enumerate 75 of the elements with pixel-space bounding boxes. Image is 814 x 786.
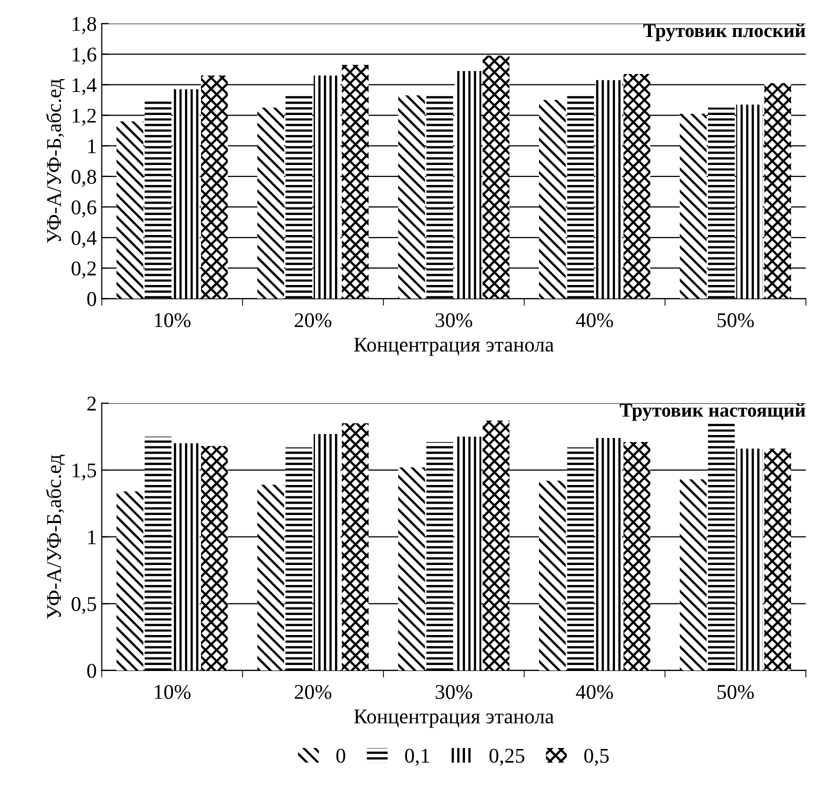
y-tick-label: 0,6: [72, 200, 96, 218]
legend-label: 0: [336, 748, 346, 763]
bar: [201, 446, 228, 670]
bar: [172, 89, 200, 299]
bar: [426, 95, 454, 299]
x-tick-label: 20%: [294, 313, 332, 328]
bar: [482, 56, 510, 299]
x-tick-label: 50%: [718, 684, 754, 700]
bar: [454, 436, 482, 670]
bar: [398, 467, 425, 670]
y-tick-label: 0: [87, 664, 96, 678]
bar: [567, 95, 594, 299]
bar: [286, 95, 312, 299]
bar: [482, 420, 510, 670]
bar: [764, 448, 792, 670]
y-axis-title: УФ-А/УФ-Б,абс.ед: [46, 454, 65, 619]
x-tick-label: 40%: [576, 313, 614, 328]
bar: [539, 480, 566, 670]
x-tick-label: 50%: [718, 313, 754, 328]
y-tick-label: 0,5: [72, 597, 96, 614]
bar: [623, 442, 650, 670]
y-tick-label: 0,4: [72, 230, 97, 248]
y-tick-label: 1: [88, 139, 96, 154]
bar: [314, 76, 340, 299]
bar: [342, 423, 369, 670]
x-tick-label: 20%: [294, 684, 332, 700]
bar: [144, 102, 172, 299]
y-tick-label: 1,6: [72, 48, 96, 65]
x-tick-label: 30%: [436, 684, 472, 700]
y-tick-label: 1,8: [72, 16, 96, 34]
bar: [342, 64, 369, 299]
bar: [736, 448, 763, 670]
y-axis-title: УФ-А/УФ-Б,абс.ед: [46, 79, 65, 244]
bar: [144, 436, 172, 670]
y-tick-label: 1,5: [72, 464, 96, 480]
x-axis-title: Концентрация этанола: [354, 338, 554, 356]
bar: [764, 83, 792, 299]
bar: [257, 484, 284, 670]
bar: [539, 100, 566, 299]
y-tick-label: 2: [87, 396, 96, 410]
bar: [680, 114, 707, 299]
legend-label: 0,5: [584, 748, 609, 766]
bar: [172, 443, 200, 670]
bar: [567, 447, 594, 670]
bar: [623, 74, 650, 299]
bar: [314, 434, 340, 670]
y-tick-label: 0,2: [72, 261, 96, 279]
y-tick-label: 0,8: [72, 170, 96, 187]
y-tick-label: 0: [87, 292, 96, 306]
bar: [708, 108, 735, 299]
legend-label: 0,1: [405, 748, 430, 766]
bar: [116, 491, 144, 670]
bar: [736, 104, 763, 299]
x-tick-label: 30%: [436, 313, 472, 328]
bar: [680, 479, 707, 670]
bar: [595, 438, 622, 670]
chart-title: Трутовик настоящий: [620, 403, 806, 421]
bar: [708, 423, 735, 670]
x-tick-label: 40%: [576, 684, 614, 700]
chart-title: Трутовик плоский: [643, 24, 806, 42]
bar: [257, 108, 284, 299]
bar: [454, 70, 482, 299]
bar: [201, 76, 228, 299]
bar: [286, 447, 312, 670]
bar: [398, 95, 425, 299]
bar: [595, 80, 622, 299]
x-tick-label: 10%: [154, 313, 191, 328]
x-axis-title: Концентрация этанола: [354, 710, 554, 728]
y-tick-label: 1,4: [72, 78, 97, 96]
y-tick-label: 1: [88, 530, 96, 544]
x-tick-label: 10%: [154, 684, 191, 700]
y-tick-label: 1,2: [72, 108, 96, 126]
bar: [426, 442, 454, 670]
legend-label: 0,25: [489, 748, 524, 766]
bar: [116, 121, 144, 299]
